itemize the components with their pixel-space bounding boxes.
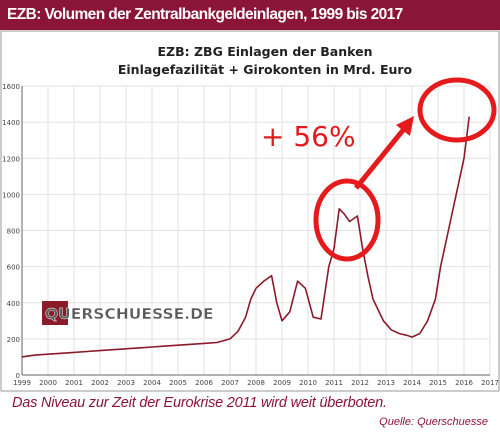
y-tick-label: 1400 bbox=[2, 119, 20, 127]
chart: EZB: ZBG Einlagen der Banken Einlagefazi… bbox=[0, 30, 500, 392]
watermark-logo-box bbox=[42, 301, 68, 325]
trend-arrow-head bbox=[396, 116, 414, 136]
y-tick-label: 1200 bbox=[2, 155, 20, 163]
x-tick-label: 2002 bbox=[91, 379, 109, 387]
series-line bbox=[21, 116, 470, 358]
x-tick-label: 2004 bbox=[143, 379, 161, 387]
x-tick-label: 2014 bbox=[403, 379, 421, 387]
y-tick-label: 1000 bbox=[2, 191, 20, 199]
y-tick-label: 200 bbox=[7, 336, 20, 344]
series-layer bbox=[21, 116, 470, 358]
chart-svg: EZB: ZBG Einlagen der Banken Einlagefazi… bbox=[0, 30, 500, 392]
trend-arrow-line bbox=[354, 127, 406, 190]
y-tick-label: 600 bbox=[7, 264, 20, 272]
y-tick-label: 0 bbox=[16, 372, 20, 380]
x-tick-label: 2011 bbox=[325, 379, 343, 387]
x-tick-label: 2013 bbox=[377, 379, 395, 387]
highlight-circle-2011 bbox=[313, 178, 381, 262]
header-bar: EZB: Volumen der Zentralbankgeldeinlagen… bbox=[0, 0, 500, 30]
y-axis-ticks: 0 200 400 600 800 1000 1200 1400 1600 bbox=[2, 83, 20, 380]
x-tick-label: 2017 bbox=[481, 379, 499, 387]
grid-lines bbox=[21, 85, 491, 376]
y-tick-label: 800 bbox=[7, 228, 20, 236]
x-axis-ticks: 1999 2000 2001 2002 2003 2004 2005 2006 2007 2008… bbox=[13, 379, 499, 387]
x-tick-label: 2005 bbox=[169, 379, 187, 387]
x-tick-label: 2009 bbox=[273, 379, 291, 387]
x-tick-label: 1999 bbox=[13, 379, 31, 387]
highlight-circle-2016 bbox=[417, 77, 497, 143]
x-tick-label: 2012 bbox=[351, 379, 369, 387]
source-credit: Quelle: Querschuesse bbox=[379, 416, 488, 428]
x-tick-label: 2003 bbox=[117, 379, 135, 387]
x-tick-label: 2016 bbox=[455, 379, 473, 387]
x-tick-label: 2001 bbox=[65, 379, 83, 387]
x-tick-label: 2008 bbox=[247, 379, 265, 387]
y-tick-label: 400 bbox=[7, 300, 20, 308]
x-tick-label: 2000 bbox=[39, 379, 57, 387]
x-tick-label: 2015 bbox=[429, 379, 447, 387]
chart-subtitle: Einlagefazilität + Girokonten in Mrd. Eu… bbox=[118, 62, 413, 77]
growth-annotation: + 56% bbox=[261, 120, 356, 153]
chart-frame bbox=[0, 30, 500, 392]
caption: Das Niveau zur Zeit der Eurokrise 2011 w… bbox=[12, 395, 387, 411]
x-tick-label: 2006 bbox=[195, 379, 213, 387]
chart-title: EZB: ZBG Einlagen der Banken bbox=[158, 44, 373, 59]
y-tick-label: 1600 bbox=[2, 83, 20, 91]
x-tick-label: 2007 bbox=[221, 379, 239, 387]
x-tick-label: 2010 bbox=[299, 379, 317, 387]
header-title: EZB: Volumen der Zentralbankgeldeinlagen… bbox=[7, 6, 403, 23]
watermark-logo: QUERSCHUESSE.DE bbox=[42, 301, 214, 325]
watermark-text: QUERSCHUESSE.DE bbox=[45, 305, 214, 323]
